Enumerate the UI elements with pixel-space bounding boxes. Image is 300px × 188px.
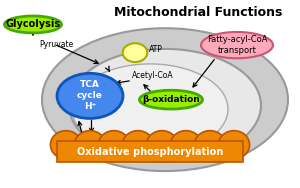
Ellipse shape xyxy=(4,16,62,33)
Ellipse shape xyxy=(170,131,202,159)
Text: Oxidative phosphorylation: Oxidative phosphorylation xyxy=(77,147,223,157)
Text: Fatty-acyl-CoA
transport: Fatty-acyl-CoA transport xyxy=(207,35,267,55)
Text: Glycolysis: Glycolysis xyxy=(5,19,61,30)
Text: Acetyl-CoA: Acetyl-CoA xyxy=(132,71,174,80)
Ellipse shape xyxy=(146,131,178,159)
Ellipse shape xyxy=(50,131,82,159)
Ellipse shape xyxy=(42,28,288,171)
Text: β-oxidation: β-oxidation xyxy=(142,95,200,104)
Ellipse shape xyxy=(123,43,147,62)
Ellipse shape xyxy=(69,49,261,162)
Bar xyxy=(57,141,243,162)
Ellipse shape xyxy=(72,64,228,154)
Text: ATP: ATP xyxy=(149,45,163,54)
Ellipse shape xyxy=(98,131,130,159)
Ellipse shape xyxy=(218,131,250,159)
Ellipse shape xyxy=(194,131,226,159)
Text: Mitochondrial Functions: Mitochondrial Functions xyxy=(114,6,282,19)
Ellipse shape xyxy=(57,73,123,118)
Ellipse shape xyxy=(74,131,106,159)
Ellipse shape xyxy=(140,90,202,109)
Text: TCA
cycle
H⁺: TCA cycle H⁺ xyxy=(77,80,103,111)
Text: Pyruvate: Pyruvate xyxy=(39,40,73,49)
Ellipse shape xyxy=(122,131,154,159)
Ellipse shape xyxy=(201,32,273,58)
